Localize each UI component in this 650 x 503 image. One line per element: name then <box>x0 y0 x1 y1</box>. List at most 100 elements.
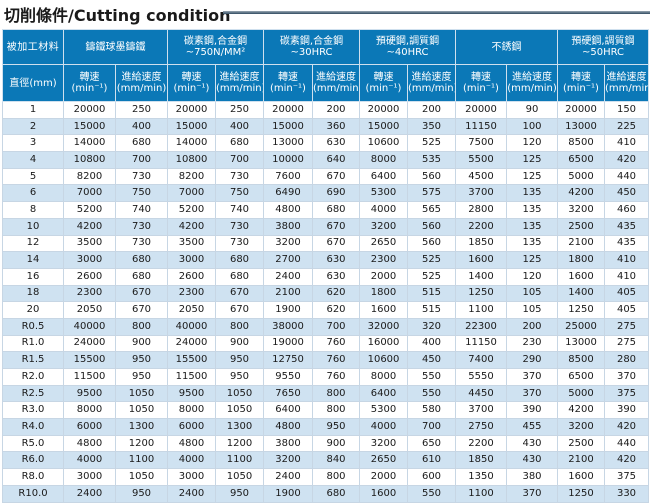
feed-cell: 105 <box>506 284 558 303</box>
speed-cell: 2300 <box>359 251 408 269</box>
table-row: R1.0 24000 900 24000 900 19000 760 16000 400 1115… <box>2 334 649 353</box>
unit-header-line: (min⁻¹) <box>71 83 108 94</box>
feed-cell: 750 <box>215 184 264 203</box>
table-row: R8.0 3000 1050 3000 1050 2400 800 2000 600 1350 38… <box>2 468 649 486</box>
speed-header: 轉速 (min⁻¹) <box>557 64 605 102</box>
speed-cell: 20000 <box>359 101 408 119</box>
feed-cell: 400 <box>407 334 456 353</box>
table-row: 10 4200 730 4200 730 3800 670 3200 560 2200 135 250… <box>2 217 649 236</box>
cutting-condition-table: 被加工材料 鑄鐵球墨鑄鐵 碳素鋼,合金鋼 ~750N/MM² 碳素鋼,合金鋼 ~30HR… <box>2 29 649 503</box>
speed-cell: 12750 <box>263 351 313 369</box>
feed-cell: 125 <box>506 151 558 169</box>
speed-cell: 2800 <box>455 201 507 219</box>
speed-cell: 2400 <box>63 484 116 503</box>
feed-cell: 125 <box>506 167 558 186</box>
feed-cell: 550 <box>407 368 456 386</box>
speed-cell: 8500 <box>557 134 605 153</box>
speed-cell: 15500 <box>167 351 216 369</box>
feed-cell: 440 <box>604 434 649 453</box>
speed-cell: 6000 <box>63 418 116 436</box>
speed-cell: 5000 <box>557 167 605 186</box>
material-header-line: ~50HRC <box>581 47 625 58</box>
feed-cell: 420 <box>604 151 649 169</box>
feed-cell: 670 <box>215 301 264 319</box>
speed-cell: 20000 <box>455 101 507 119</box>
unit-header-line: 轉速 <box>373 72 394 83</box>
speed-cell: 2650 <box>359 234 408 253</box>
feed-cell: 800 <box>115 317 168 336</box>
feed-cell: 430 <box>506 451 558 470</box>
feed-cell: 370 <box>506 484 558 503</box>
speed-cell: 2200 <box>455 217 507 236</box>
speed-cell: 1600 <box>557 468 605 486</box>
speed-cell: 2050 <box>63 301 116 319</box>
speed-cell: 13000 <box>557 117 605 136</box>
feed-cell: 275 <box>604 334 649 353</box>
feed-cell: 700 <box>312 317 360 336</box>
speed-cell: 2500 <box>557 217 605 236</box>
speed-cell: 40000 <box>167 317 216 336</box>
speed-cell: 7600 <box>263 167 313 186</box>
feed-cell: 680 <box>312 201 360 219</box>
diameter-cell: 16 <box>2 267 64 286</box>
speed-cell: 1900 <box>263 301 313 319</box>
speed-cell: 2400 <box>263 267 313 286</box>
diameter-cell: R1.0 <box>2 334 64 353</box>
unit-header-line: (mm/min) <box>216 83 264 94</box>
diameter-cell: R3.0 <box>2 401 64 420</box>
feed-cell: 370 <box>506 368 558 386</box>
feed-cell: 560 <box>407 167 456 186</box>
diameter-cell: 5 <box>2 167 64 186</box>
feed-cell: 435 <box>604 234 649 253</box>
feed-cell: 730 <box>215 217 264 236</box>
speed-cell: 1100 <box>455 484 507 503</box>
speed-cell: 15000 <box>359 117 408 136</box>
speed-cell: 5500 <box>455 151 507 169</box>
feed-cell: 740 <box>215 201 264 219</box>
speed-cell: 4800 <box>263 418 313 436</box>
unit-header-line: 進給速度 <box>316 72 356 83</box>
speed-cell: 15000 <box>263 117 313 136</box>
feed-cell: 90 <box>506 101 558 119</box>
speed-cell: 2300 <box>63 284 116 303</box>
speed-cell: 1350 <box>455 468 507 486</box>
feed-cell: 700 <box>407 418 456 436</box>
speed-cell: 8000 <box>63 401 116 420</box>
unit-header-line: (mm/min) <box>507 83 557 94</box>
feed-cell: 730 <box>115 234 168 253</box>
speed-cell: 4200 <box>167 217 216 236</box>
table-row: R6.0 4000 1100 4000 1100 3200 840 2650 610 1850 43… <box>2 451 649 470</box>
speed-cell: 15000 <box>63 117 116 136</box>
speed-header: 轉速 (min⁻¹) <box>63 64 116 102</box>
speed-cell: 3000 <box>63 251 116 269</box>
feed-cell: 250 <box>115 101 168 119</box>
unit-header-line: 轉速 <box>571 72 591 83</box>
feed-cell: 400 <box>215 117 264 136</box>
feed-cell: 650 <box>407 434 456 453</box>
feed-cell: 105 <box>506 301 558 319</box>
feed-cell: 370 <box>506 384 558 403</box>
feed-header: 進給速度(mm/min) <box>215 64 264 102</box>
table-row: 18 2300 670 2300 670 2100 620 1800 515 1250 105 140… <box>2 284 649 303</box>
feed-cell: 800 <box>312 468 360 486</box>
feed-cell: 400 <box>115 117 168 136</box>
speed-cell: 8200 <box>167 167 216 186</box>
feed-cell: 680 <box>215 251 264 269</box>
diameter-cell: 2 <box>2 117 64 136</box>
feed-cell: 620 <box>312 284 360 303</box>
feed-cell: 460 <box>604 201 649 219</box>
feed-cell: 290 <box>506 351 558 369</box>
speed-cell: 2750 <box>455 418 507 436</box>
feed-cell: 515 <box>407 284 456 303</box>
table-row: R5.0 4800 1200 4800 1200 3800 900 3200 650 2200 43… <box>2 434 649 453</box>
speed-cell: 11500 <box>167 368 216 386</box>
feed-header: 進給速度(mm/min) <box>506 64 558 102</box>
speed-cell: 5000 <box>557 384 605 403</box>
feed-cell: 630 <box>312 251 360 269</box>
speed-cell: 6400 <box>359 384 408 403</box>
material-header-line: ~750N/MM² <box>185 47 246 58</box>
diameter-cell: 1 <box>2 101 64 119</box>
feed-cell: 1300 <box>215 418 264 436</box>
table-row: 6 7000 750 7000 750 6490 690 5300 575 3700 135 4200… <box>2 184 649 203</box>
feed-cell: 350 <box>407 117 456 136</box>
